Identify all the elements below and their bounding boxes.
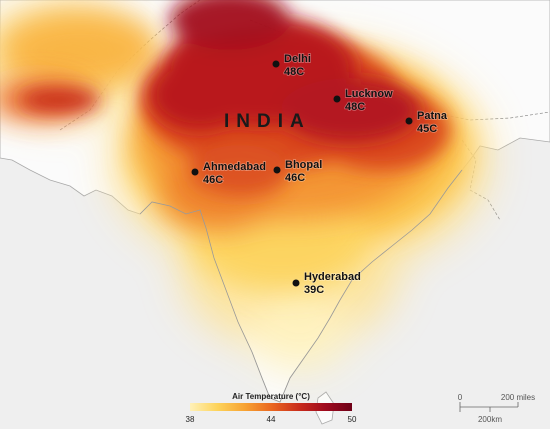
city-marker-hyderabad bbox=[292, 279, 300, 287]
city-marker-delhi bbox=[272, 60, 280, 68]
city-name-hyderabad: Hyderabad bbox=[304, 271, 361, 283]
city-marker-patna bbox=[405, 117, 413, 125]
scale-miles-label: 200 miles bbox=[501, 393, 535, 402]
city-bhopal[interactable]: Bhopal 46C bbox=[273, 158, 323, 185]
city-temp-ahmedabad: 46C bbox=[203, 174, 223, 186]
legend-tick-50: 50 bbox=[348, 415, 357, 424]
heat-layer-50 bbox=[20, 0, 420, 142]
city-delhi[interactable]: Delhi 48C bbox=[272, 52, 312, 79]
legend-tick-44: 44 bbox=[267, 415, 276, 424]
city-name-delhi: Delhi bbox=[284, 53, 311, 65]
legend-color-bar bbox=[190, 403, 352, 411]
scale-bar: 0 200 miles 200km bbox=[458, 393, 535, 424]
city-temp-patna: 45C bbox=[417, 123, 437, 135]
city-name-bhopal: Bhopal bbox=[285, 159, 322, 171]
city-temp-delhi: 48C bbox=[284, 66, 304, 78]
city-temp-lucknow: 48C bbox=[345, 101, 365, 113]
city-patna[interactable]: Patna 45C bbox=[405, 109, 449, 136]
legend: Air Temperature (°C) 38 44 50 bbox=[186, 392, 357, 424]
scale-km-label: 200km bbox=[478, 415, 502, 424]
city-ahmedabad[interactable]: Ahmedabad 46C bbox=[191, 160, 267, 187]
city-name-ahmedabad: Ahmedabad bbox=[203, 161, 266, 173]
city-marker-lucknow bbox=[333, 95, 341, 103]
city-hyderabad[interactable]: Hyderabad 39C bbox=[292, 270, 362, 297]
country-label: INDIA bbox=[224, 111, 311, 132]
city-temp-bhopal: 46C bbox=[285, 172, 305, 184]
city-name-lucknow: Lucknow bbox=[345, 88, 393, 100]
legend-tick-38: 38 bbox=[186, 415, 195, 424]
city-name-patna: Patna bbox=[417, 110, 448, 122]
city-marker-bhopal bbox=[273, 166, 281, 174]
coastline bbox=[139, 169, 463, 403]
city-markers: Delhi 48C Lucknow 48C Patna 45C Ahmedaba… bbox=[191, 52, 449, 297]
city-temp-hyderabad: 39C bbox=[304, 284, 324, 296]
city-lucknow[interactable]: Lucknow 48C bbox=[333, 87, 394, 114]
temperature-field bbox=[0, 0, 490, 370]
legend-title: Air Temperature (°C) bbox=[232, 392, 310, 401]
scale-zero: 0 bbox=[458, 393, 463, 402]
city-marker-ahmedabad bbox=[191, 168, 199, 176]
